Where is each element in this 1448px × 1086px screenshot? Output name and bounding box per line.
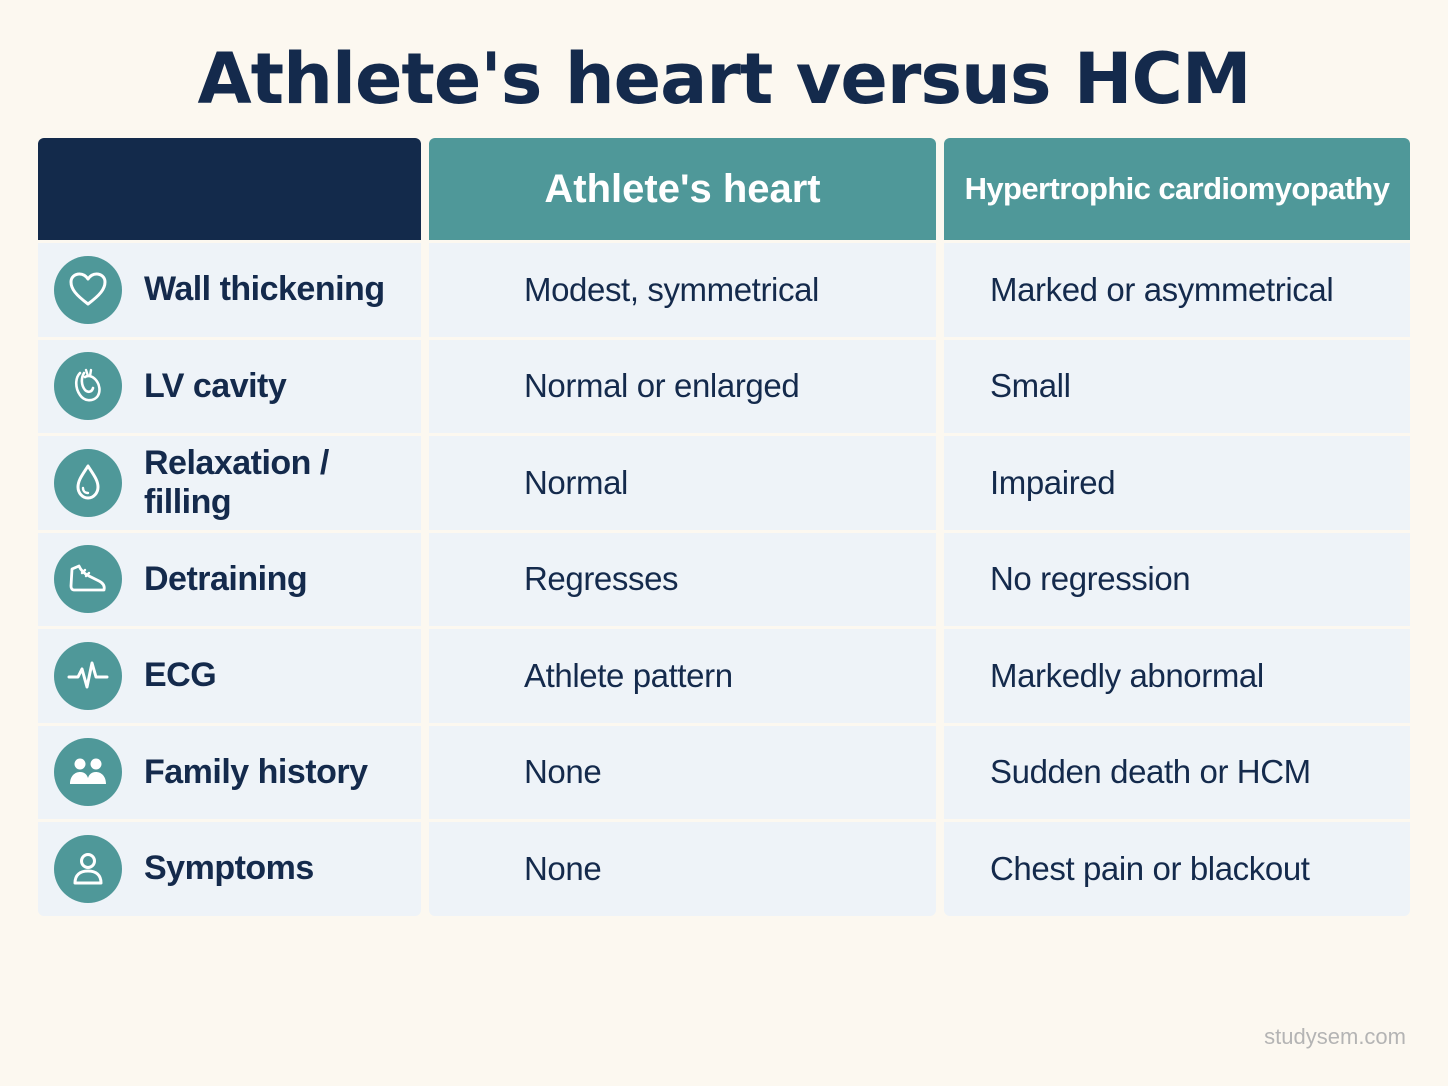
hcm-value: Impaired	[944, 436, 1410, 530]
row-label-text: ECG	[144, 656, 217, 695]
comparison-table: Athlete's heart Hypertrophic cardiomyopa…	[38, 138, 1410, 916]
hcm-value: Sudden death or HCM	[944, 725, 1410, 819]
athlete-value: Regresses	[429, 532, 936, 626]
row-label-wall-thickening: Wall thickening	[38, 243, 421, 337]
row-label-symptoms: Symptoms	[38, 822, 421, 916]
athlete-value: Normal or enlarged	[429, 339, 936, 433]
page-title: Athlete's heart versus HCM	[197, 38, 1251, 120]
row-label-ecg: ECG	[38, 629, 421, 723]
row-label-text: Wall thickening	[144, 270, 385, 309]
heart-icon	[54, 255, 122, 324]
watermark: studysem.com	[1264, 1024, 1406, 1049]
athlete-value: Normal	[429, 436, 936, 530]
header-corner-cell	[38, 138, 421, 240]
row-label-family-history: Family history	[38, 725, 421, 819]
heart-organ-icon	[54, 352, 122, 421]
shoe-icon	[54, 545, 122, 614]
row-label-text: Family history	[144, 752, 368, 791]
row-label-relaxation-filling: Relaxation / filling	[38, 436, 421, 530]
heartbeat-icon	[54, 641, 122, 710]
hcm-value: Markedly abnormal	[944, 629, 1410, 723]
row-label-text: Detraining	[144, 559, 308, 598]
family-icon	[54, 738, 122, 807]
hcm-value: No regression	[944, 532, 1410, 626]
row-label-text: LV cavity	[144, 366, 287, 405]
athlete-value: None	[429, 725, 936, 819]
row-label-detraining: Detraining	[38, 532, 421, 626]
hcm-value: Small	[944, 339, 1410, 433]
header-athletes-heart: Athlete's heart	[429, 138, 936, 240]
athlete-value: Modest, symmetrical	[429, 243, 936, 337]
person-icon	[54, 834, 122, 903]
row-label-lv-cavity: LV cavity	[38, 339, 421, 433]
hcm-value: Marked or asymmetrical	[944, 243, 1410, 337]
athlete-value: None	[429, 822, 936, 916]
header-hcm: Hypertrophic cardiomyopathy	[944, 138, 1410, 240]
hcm-value: Chest pain or blackout	[944, 822, 1410, 916]
droplet-icon	[54, 448, 122, 517]
athlete-value: Athlete pattern	[429, 629, 936, 723]
row-label-text: Symptoms	[144, 849, 314, 888]
row-label-text: Relaxation / filling	[144, 443, 329, 521]
